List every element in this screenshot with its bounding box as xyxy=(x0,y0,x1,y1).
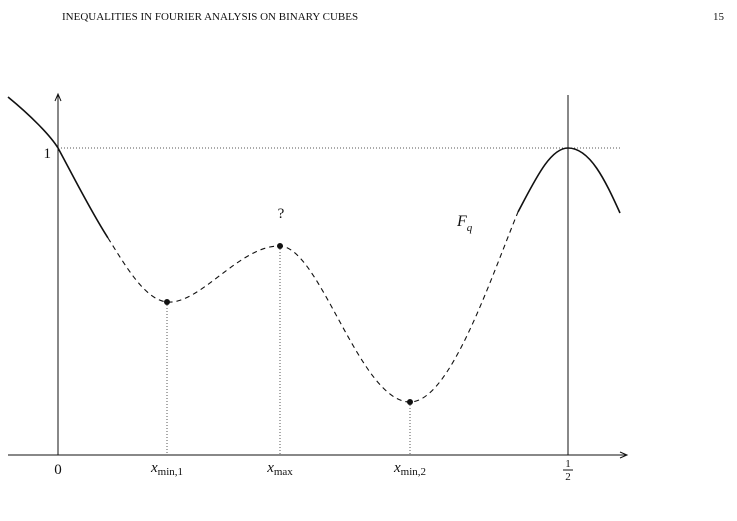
curve-solid xyxy=(7,96,109,239)
x-label-base: x xyxy=(266,460,274,476)
curve-solid xyxy=(517,147,621,214)
fraction-numerator: 1 xyxy=(565,458,571,470)
point xyxy=(407,399,413,405)
x-label: 0 xyxy=(54,462,62,478)
fraction-denominator: 2 xyxy=(565,471,571,483)
point xyxy=(164,299,170,305)
x-label-sub: min,1 xyxy=(158,466,183,478)
y-label: 1 xyxy=(44,146,52,162)
x-label: xmin,2 xyxy=(393,460,426,478)
page-number: 15 xyxy=(713,11,725,23)
point xyxy=(277,243,283,249)
curve-label-base: F xyxy=(456,213,467,230)
curve-label-sub: q xyxy=(467,222,473,234)
x-arrow xyxy=(619,451,629,459)
x-label-base: x xyxy=(393,460,401,476)
x-label-sub: max xyxy=(274,466,293,478)
x-label-base: x xyxy=(150,460,158,476)
curve-dashed xyxy=(107,211,519,403)
x-label: xmax xyxy=(266,460,293,478)
x-label: xmin,1 xyxy=(150,460,183,478)
curve-label: Fq xyxy=(456,213,473,234)
y-arrow xyxy=(54,92,62,102)
question-label: ? xyxy=(278,206,285,222)
x-label-sub: min,2 xyxy=(401,466,426,478)
running-header: INEQUALITIES IN FOURIER ANALYSIS ON BINA… xyxy=(62,11,358,23)
